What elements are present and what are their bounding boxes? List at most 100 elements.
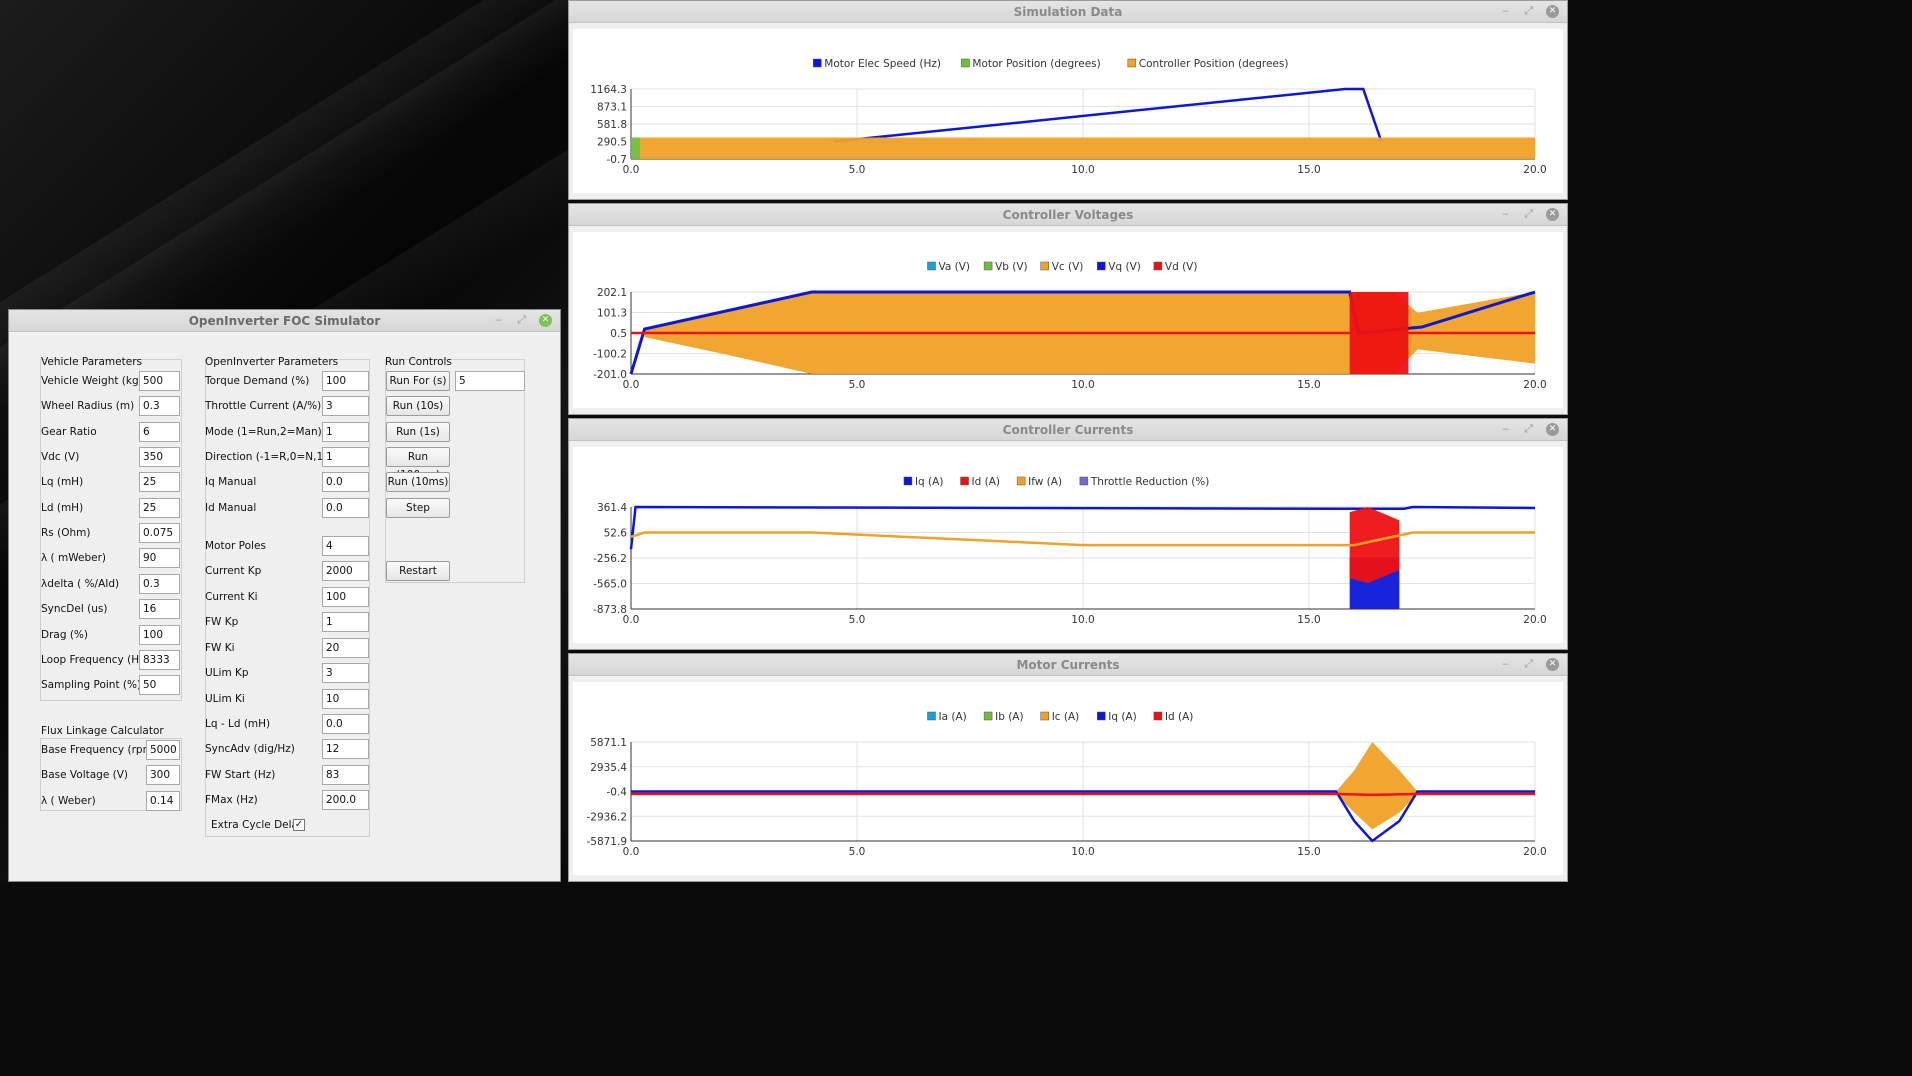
- simulation-data-window: Simulation Data ‒ ⤢ ✕ Motor Elec Speed (…: [568, 0, 1568, 200]
- field-input[interactable]: 4: [322, 536, 369, 556]
- field-input[interactable]: 1: [322, 447, 369, 467]
- series-line: [629, 290, 1536, 375]
- window-titlebar[interactable]: Simulation Data ‒ ⤢ ✕: [569, 1, 1567, 23]
- field-input[interactable]: 0.3: [139, 396, 180, 417]
- field-input[interactable]: 16: [139, 599, 180, 620]
- field-input[interactable]: 90: [139, 548, 180, 569]
- window-title: Simulation Data: [1013, 5, 1123, 19]
- field-input[interactable]: 100: [322, 587, 369, 607]
- legend-label: Id (A): [1165, 711, 1193, 723]
- field-input[interactable]: 25: [139, 472, 180, 493]
- field-input[interactable]: 83: [322, 765, 369, 785]
- field-label: SyncDel (us): [41, 603, 108, 616]
- chart: Ia (A) Ib (A) Ic (A) Iq (A) Id (A) 5871.1 2935…: [586, 711, 1546, 858]
- field-input[interactable]: 350: [139, 447, 180, 468]
- field-label: FW Kp: [205, 616, 239, 628]
- extra-cycle-delay-checkbox[interactable]: ✓: [293, 819, 305, 831]
- y-tick-label: -100.2: [593, 349, 627, 361]
- y-tick-label: 202.1: [597, 287, 627, 299]
- close-icon[interactable]: ✕: [539, 314, 552, 327]
- field-input[interactable]: 300: [146, 765, 180, 786]
- field-label: Gear Ratio: [41, 425, 97, 438]
- field-input[interactable]: 20: [322, 638, 369, 658]
- field-input[interactable]: 2000: [322, 561, 369, 581]
- close-icon[interactable]: ✕: [1546, 208, 1559, 221]
- window-titlebar[interactable]: OpenInverter FOC Simulator ‒ ⤢ ✕: [9, 310, 560, 332]
- minimize-icon[interactable]: ‒: [1502, 657, 1509, 670]
- field-input[interactable]: 0.0: [322, 714, 369, 734]
- field-label: Throttle Current (A/%): [205, 400, 322, 412]
- minimize-icon[interactable]: ‒: [1502, 4, 1509, 17]
- window-titlebar[interactable]: Motor Currents ‒ ⤢ ✕: [569, 654, 1567, 676]
- run-10ms-button[interactable]: Run (10ms): [386, 472, 450, 492]
- field-input[interactable]: 100: [322, 371, 369, 391]
- field-input[interactable]: 50: [139, 675, 180, 696]
- legend-label: Vc (V): [1052, 261, 1084, 273]
- y-tick-label: 1164.3: [590, 84, 627, 96]
- run-for-button[interactable]: Run For (s): [386, 371, 450, 391]
- legend-label: Ia (A): [939, 711, 967, 723]
- legend-label: Ifw (A): [1028, 476, 1062, 488]
- maximize-icon[interactable]: ⤢: [1524, 422, 1533, 435]
- field-label: Ld (mH): [41, 501, 84, 514]
- maximize-icon[interactable]: ⤢: [517, 313, 526, 326]
- field-input[interactable]: 3: [322, 396, 369, 416]
- maximize-icon[interactable]: ⤢: [1524, 207, 1533, 220]
- run-1s-button[interactable]: Run (1s): [386, 422, 450, 442]
- motor-currents-window: Motor Currents ‒ ⤢ ✕ Ia (A) Ib (A) Ic (A) I…: [568, 653, 1568, 882]
- field-input[interactable]: 1: [322, 612, 369, 632]
- legend-label: Vb (V): [995, 261, 1028, 273]
- minimize-icon[interactable]: ‒: [495, 313, 502, 326]
- field-input[interactable]: 3: [322, 663, 369, 683]
- field-input[interactable]: 12: [322, 739, 369, 759]
- field-input[interactable]: 1: [322, 422, 369, 442]
- run-for-seconds-input[interactable]: 5: [455, 371, 525, 391]
- field-input[interactable]: 500: [139, 371, 180, 391]
- run-100ms-button[interactable]: Run (100ms): [386, 447, 450, 481]
- window-titlebar[interactable]: Controller Currents ‒ ⤢ ✕: [569, 419, 1567, 441]
- legend-swatch: [1153, 711, 1163, 721]
- y-tick-label: 361.4: [597, 502, 627, 514]
- legend-label: Iq (A): [1108, 711, 1136, 723]
- field-label: Wheel Radius (m): [41, 400, 135, 413]
- legend-swatch: [960, 476, 969, 486]
- field-input[interactable]: 8333: [139, 649, 180, 670]
- legend-label: Motor Elec Speed (Hz): [824, 58, 941, 70]
- x-tick-label: 10.0: [1071, 379, 1094, 391]
- field-input[interactable]: 5000: [146, 740, 180, 760]
- legend: Motor Elec Speed (Hz) Motor Position (deg…: [813, 58, 1288, 70]
- field-input[interactable]: 100: [139, 624, 180, 645]
- close-icon[interactable]: ✕: [1546, 658, 1559, 671]
- field-label: λdelta ( %/AId): [41, 577, 120, 590]
- close-icon[interactable]: ✕: [1546, 5, 1559, 18]
- restart-button[interactable]: Restart: [386, 561, 450, 581]
- field-input[interactable]: 0.0: [322, 498, 369, 518]
- field-input[interactable]: 0.075: [139, 523, 180, 544]
- plot-area: Motor Elec Speed (Hz) Motor Position (deg…: [573, 29, 1563, 193]
- maximize-icon[interactable]: ⤢: [1524, 657, 1533, 670]
- field-input[interactable]: 25: [139, 497, 180, 518]
- field-label: Motor Poles: [205, 540, 266, 552]
- minimize-icon[interactable]: ‒: [1502, 207, 1509, 220]
- minimize-icon[interactable]: ‒: [1502, 422, 1509, 435]
- field-input[interactable]: 6: [139, 421, 180, 442]
- field-label: Vdc (V): [41, 451, 80, 464]
- legend-label: Va (V): [939, 261, 971, 273]
- field-input[interactable]: 0.14: [146, 790, 180, 811]
- y-tick-label: -2936.2: [586, 811, 627, 823]
- close-icon[interactable]: ✕: [1546, 423, 1559, 436]
- legend-swatch: [1040, 261, 1049, 271]
- window-titlebar[interactable]: Controller Voltages ‒ ⤢ ✕: [569, 204, 1567, 226]
- plot-area: Va (V) Vb (V) Vc (V) Vq (V) Vd (V) 202.1 101.3…: [573, 232, 1563, 408]
- field-input[interactable]: 200.0: [322, 790, 369, 810]
- field-input[interactable]: 10: [322, 689, 369, 709]
- run-10s-button[interactable]: Run (10s): [386, 396, 450, 416]
- legend-swatch: [927, 711, 936, 721]
- step-button[interactable]: Step: [386, 498, 450, 518]
- window-title: OpenInverter FOC Simulator: [188, 314, 381, 328]
- field-label: Sampling Point (%): [41, 679, 142, 692]
- maximize-icon[interactable]: ⤢: [1524, 4, 1533, 17]
- flux-group: [40, 738, 182, 811]
- field-input[interactable]: 0.3: [139, 573, 180, 594]
- field-input[interactable]: 0.0: [322, 472, 369, 492]
